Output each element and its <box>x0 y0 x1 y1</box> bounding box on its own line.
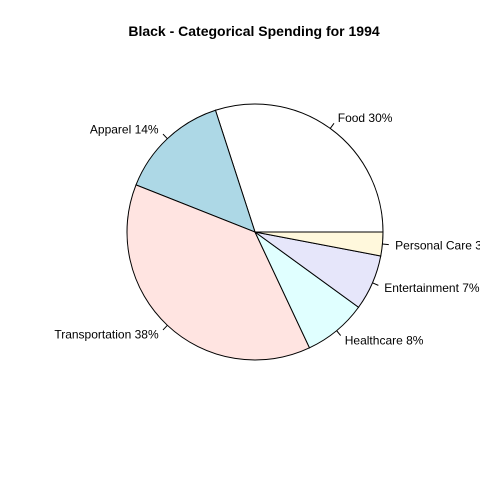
leader-line-4 <box>372 282 379 286</box>
pie-slices <box>126 103 384 361</box>
slice-label-3: Healthcare 8% <box>345 333 424 347</box>
slice-labels: Food 30% Apparel 14% Transportation 38% Hea… <box>54 111 480 347</box>
leader-line-0 <box>329 122 335 129</box>
chart-title: Black - Categorical Spending for 1994 <box>128 23 380 39</box>
slice-label-4: Entertainment 7% <box>384 281 480 295</box>
pie-slice-2 <box>126 184 311 361</box>
slice-label-0: Food 30% <box>338 111 393 125</box>
slice-label-1: Apparel 14% <box>90 122 159 136</box>
pie-slice-5 <box>254 231 384 257</box>
slice-label-5: Personal Care 3% <box>395 238 480 252</box>
leader-line-2 <box>162 324 168 331</box>
leader-lines <box>162 122 389 336</box>
leader-line-1 <box>162 133 168 140</box>
leader-line-3 <box>336 330 342 336</box>
leader-line-5 <box>382 243 389 246</box>
slice-label-2: Transportation 38% <box>54 328 159 342</box>
